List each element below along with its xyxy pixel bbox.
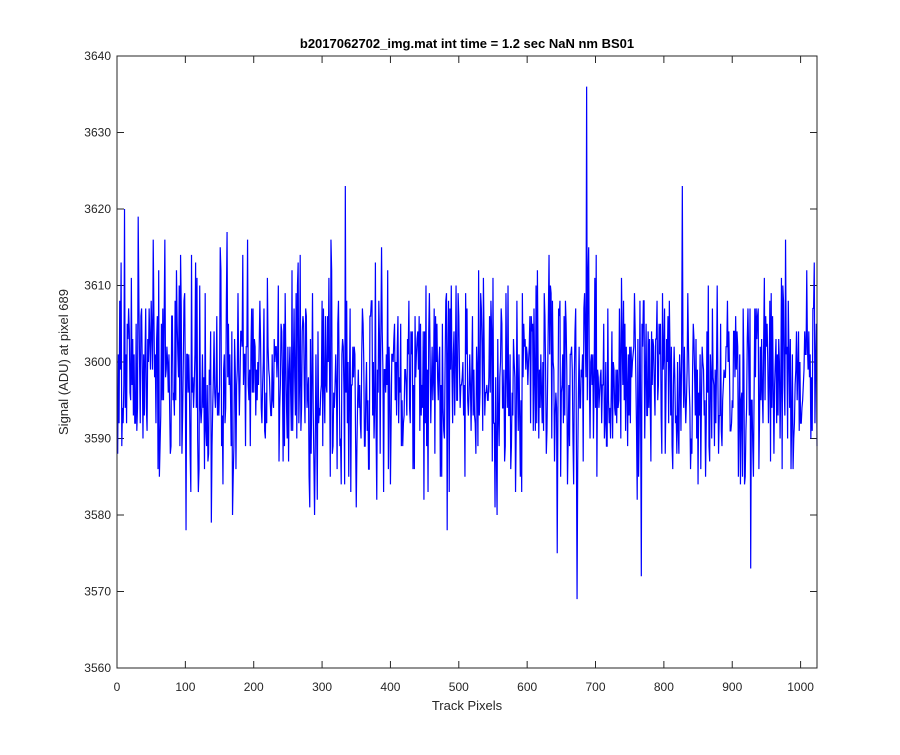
x-tick-label: 100 [175,680,195,694]
y-tick-label: 3590 [84,432,111,446]
y-axis-title: Signal (ADU) at pixel 689 [56,289,71,435]
x-tick-label: 500 [449,680,469,694]
x-tick-label: 900 [722,680,742,694]
x-tick-label: 1000 [787,680,814,694]
x-tick-label: 300 [312,680,332,694]
plot-frame [116,55,818,669]
y-tick-label: 3640 [84,49,111,63]
x-tick-label: 800 [654,680,674,694]
x-tick-label: 400 [380,680,400,694]
series-group [117,86,818,600]
y-tick-label: 3580 [84,508,111,522]
x-tick-label: 600 [517,680,537,694]
y-tick-label: 3630 [84,126,111,140]
x-tick-label: 0 [114,680,121,694]
y-tick-label: 3570 [84,585,111,599]
x-tick-label: 200 [244,680,264,694]
x-tick-label: 700 [586,680,606,694]
y-tick-label: 3600 [84,355,111,369]
y-tick-label: 3610 [84,279,111,293]
y-tick-label: 3620 [84,202,111,216]
x-axis-title: Track Pixels [432,698,503,713]
chart-title: b2017062702_img.mat int time = 1.2 sec N… [300,36,634,51]
y-tick-label: 3560 [84,661,111,675]
series-line [117,86,818,600]
axis-ticks: 0 100 200 300 400 500 600 700 800 900 1000 3560 3570… [84,49,817,694]
